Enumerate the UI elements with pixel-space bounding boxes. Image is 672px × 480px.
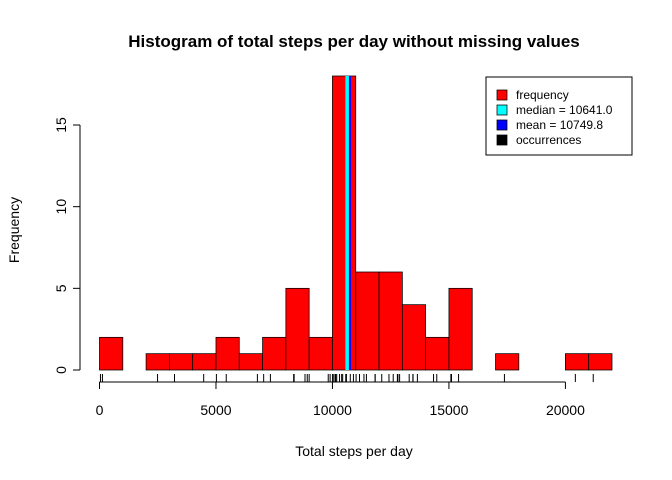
legend-swatch: [496, 104, 508, 116]
histogram-bar: [262, 336, 287, 371]
histogram-bar: [308, 336, 333, 371]
histogram-bar: [99, 336, 124, 371]
x-tick-label: 20000: [546, 402, 585, 418]
legend-label: mean = 10749.8: [516, 118, 603, 132]
legend-swatch: [496, 119, 508, 131]
histogram-bar: [565, 353, 590, 371]
legend-swatch: [496, 134, 508, 146]
histogram-bar: [588, 353, 613, 371]
y-tick-label: 10: [53, 199, 69, 215]
chart-title: Histogram of total steps per day without…: [128, 32, 580, 51]
histogram-bar: [425, 336, 450, 371]
histogram-bar: [145, 353, 170, 371]
y-axis-label: Frequency: [6, 197, 22, 263]
stat-lines: [345, 76, 351, 370]
histogram-bar: [285, 287, 310, 371]
histogram-bar: [401, 304, 427, 371]
histogram-bar: [238, 353, 263, 371]
x-tick-label: 5000: [200, 402, 231, 418]
x-axis: 0 5000 10000 15000 20000: [96, 381, 585, 418]
rug-marks: [99, 374, 594, 382]
x-axis-label: Total steps per day: [295, 443, 413, 459]
histogram-bar: [355, 271, 380, 371]
legend-box: [485, 76, 633, 156]
x-tick-label: 15000: [429, 402, 468, 418]
y-tick-label: 15: [53, 117, 69, 133]
histogram-bar: [332, 75, 357, 371]
legend-label: median = 10641.0: [516, 103, 613, 117]
y-tick-label: 0: [53, 366, 69, 374]
histogram-bar: [495, 353, 520, 371]
legend-label: occurrences: [516, 133, 581, 147]
legend-swatch: [496, 89, 508, 101]
y-axis: 0 5 10 15: [53, 117, 81, 374]
legend-label: frequency: [516, 88, 569, 102]
x-tick-label: 0: [96, 402, 104, 418]
x-tick-label: 10000: [313, 402, 352, 418]
histogram-bar: [378, 271, 403, 371]
y-tick-label: 5: [53, 284, 69, 292]
histogram-bar: [192, 353, 217, 371]
histogram-bars: [99, 75, 613, 371]
histogram-bar: [169, 353, 194, 371]
histogram-bar: [448, 287, 473, 371]
histogram-bar: [215, 336, 240, 371]
